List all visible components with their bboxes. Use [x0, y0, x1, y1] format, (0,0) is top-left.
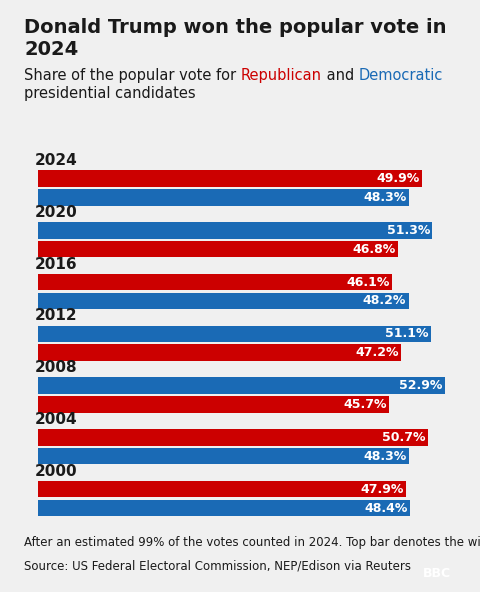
Text: 48.3%: 48.3%	[364, 450, 407, 463]
Text: 2008: 2008	[35, 360, 77, 375]
Text: 52.9%: 52.9%	[399, 379, 443, 392]
Text: 50.7%: 50.7%	[382, 431, 425, 444]
Text: 48.2%: 48.2%	[363, 294, 406, 307]
Text: 51.3%: 51.3%	[387, 224, 430, 237]
Text: 2020: 2020	[35, 205, 77, 220]
Bar	[38, 170, 421, 187]
Text: 46.8%: 46.8%	[352, 243, 396, 256]
Bar	[38, 292, 408, 309]
Text: 47.2%: 47.2%	[355, 346, 398, 359]
Bar	[38, 396, 389, 413]
Text: After an estimated 99% of the votes counted in 2024. Top bar denotes the winner.: After an estimated 99% of the votes coun…	[24, 536, 480, 549]
Bar	[38, 274, 393, 291]
Text: 51.1%: 51.1%	[385, 327, 429, 340]
Bar	[38, 500, 410, 516]
Bar	[38, 429, 428, 446]
Text: Donald Trump won the popular vote in 2024: Donald Trump won the popular vote in 202…	[24, 18, 446, 59]
Text: 47.9%: 47.9%	[360, 482, 404, 496]
Text: Republican: Republican	[241, 68, 322, 83]
Text: 2004: 2004	[35, 412, 77, 427]
Text: 2016: 2016	[35, 256, 77, 272]
Text: 46.1%: 46.1%	[347, 276, 390, 289]
Text: BBC: BBC	[423, 568, 451, 580]
Text: and: and	[322, 68, 359, 83]
Text: Share of the popular vote for: Share of the popular vote for	[24, 68, 241, 83]
Text: 2012: 2012	[35, 308, 77, 323]
Text: 49.9%: 49.9%	[376, 172, 420, 185]
Bar	[38, 481, 406, 497]
Text: Democratic: Democratic	[359, 68, 443, 83]
Bar	[38, 241, 398, 258]
Text: 48.4%: 48.4%	[364, 501, 408, 514]
Text: 2000: 2000	[35, 464, 77, 478]
Bar	[38, 345, 401, 361]
Text: 48.3%: 48.3%	[364, 191, 407, 204]
Text: Source: US Federal Electoral Commission, NEP/Edison via Reuters: Source: US Federal Electoral Commission,…	[24, 559, 411, 572]
Bar	[38, 189, 409, 205]
Text: 45.7%: 45.7%	[344, 398, 387, 411]
Bar	[38, 222, 432, 239]
Text: presidential candidates: presidential candidates	[24, 86, 196, 101]
Bar	[38, 448, 409, 465]
Bar	[38, 378, 444, 394]
Text: 2024: 2024	[35, 153, 77, 168]
Bar	[38, 326, 431, 342]
